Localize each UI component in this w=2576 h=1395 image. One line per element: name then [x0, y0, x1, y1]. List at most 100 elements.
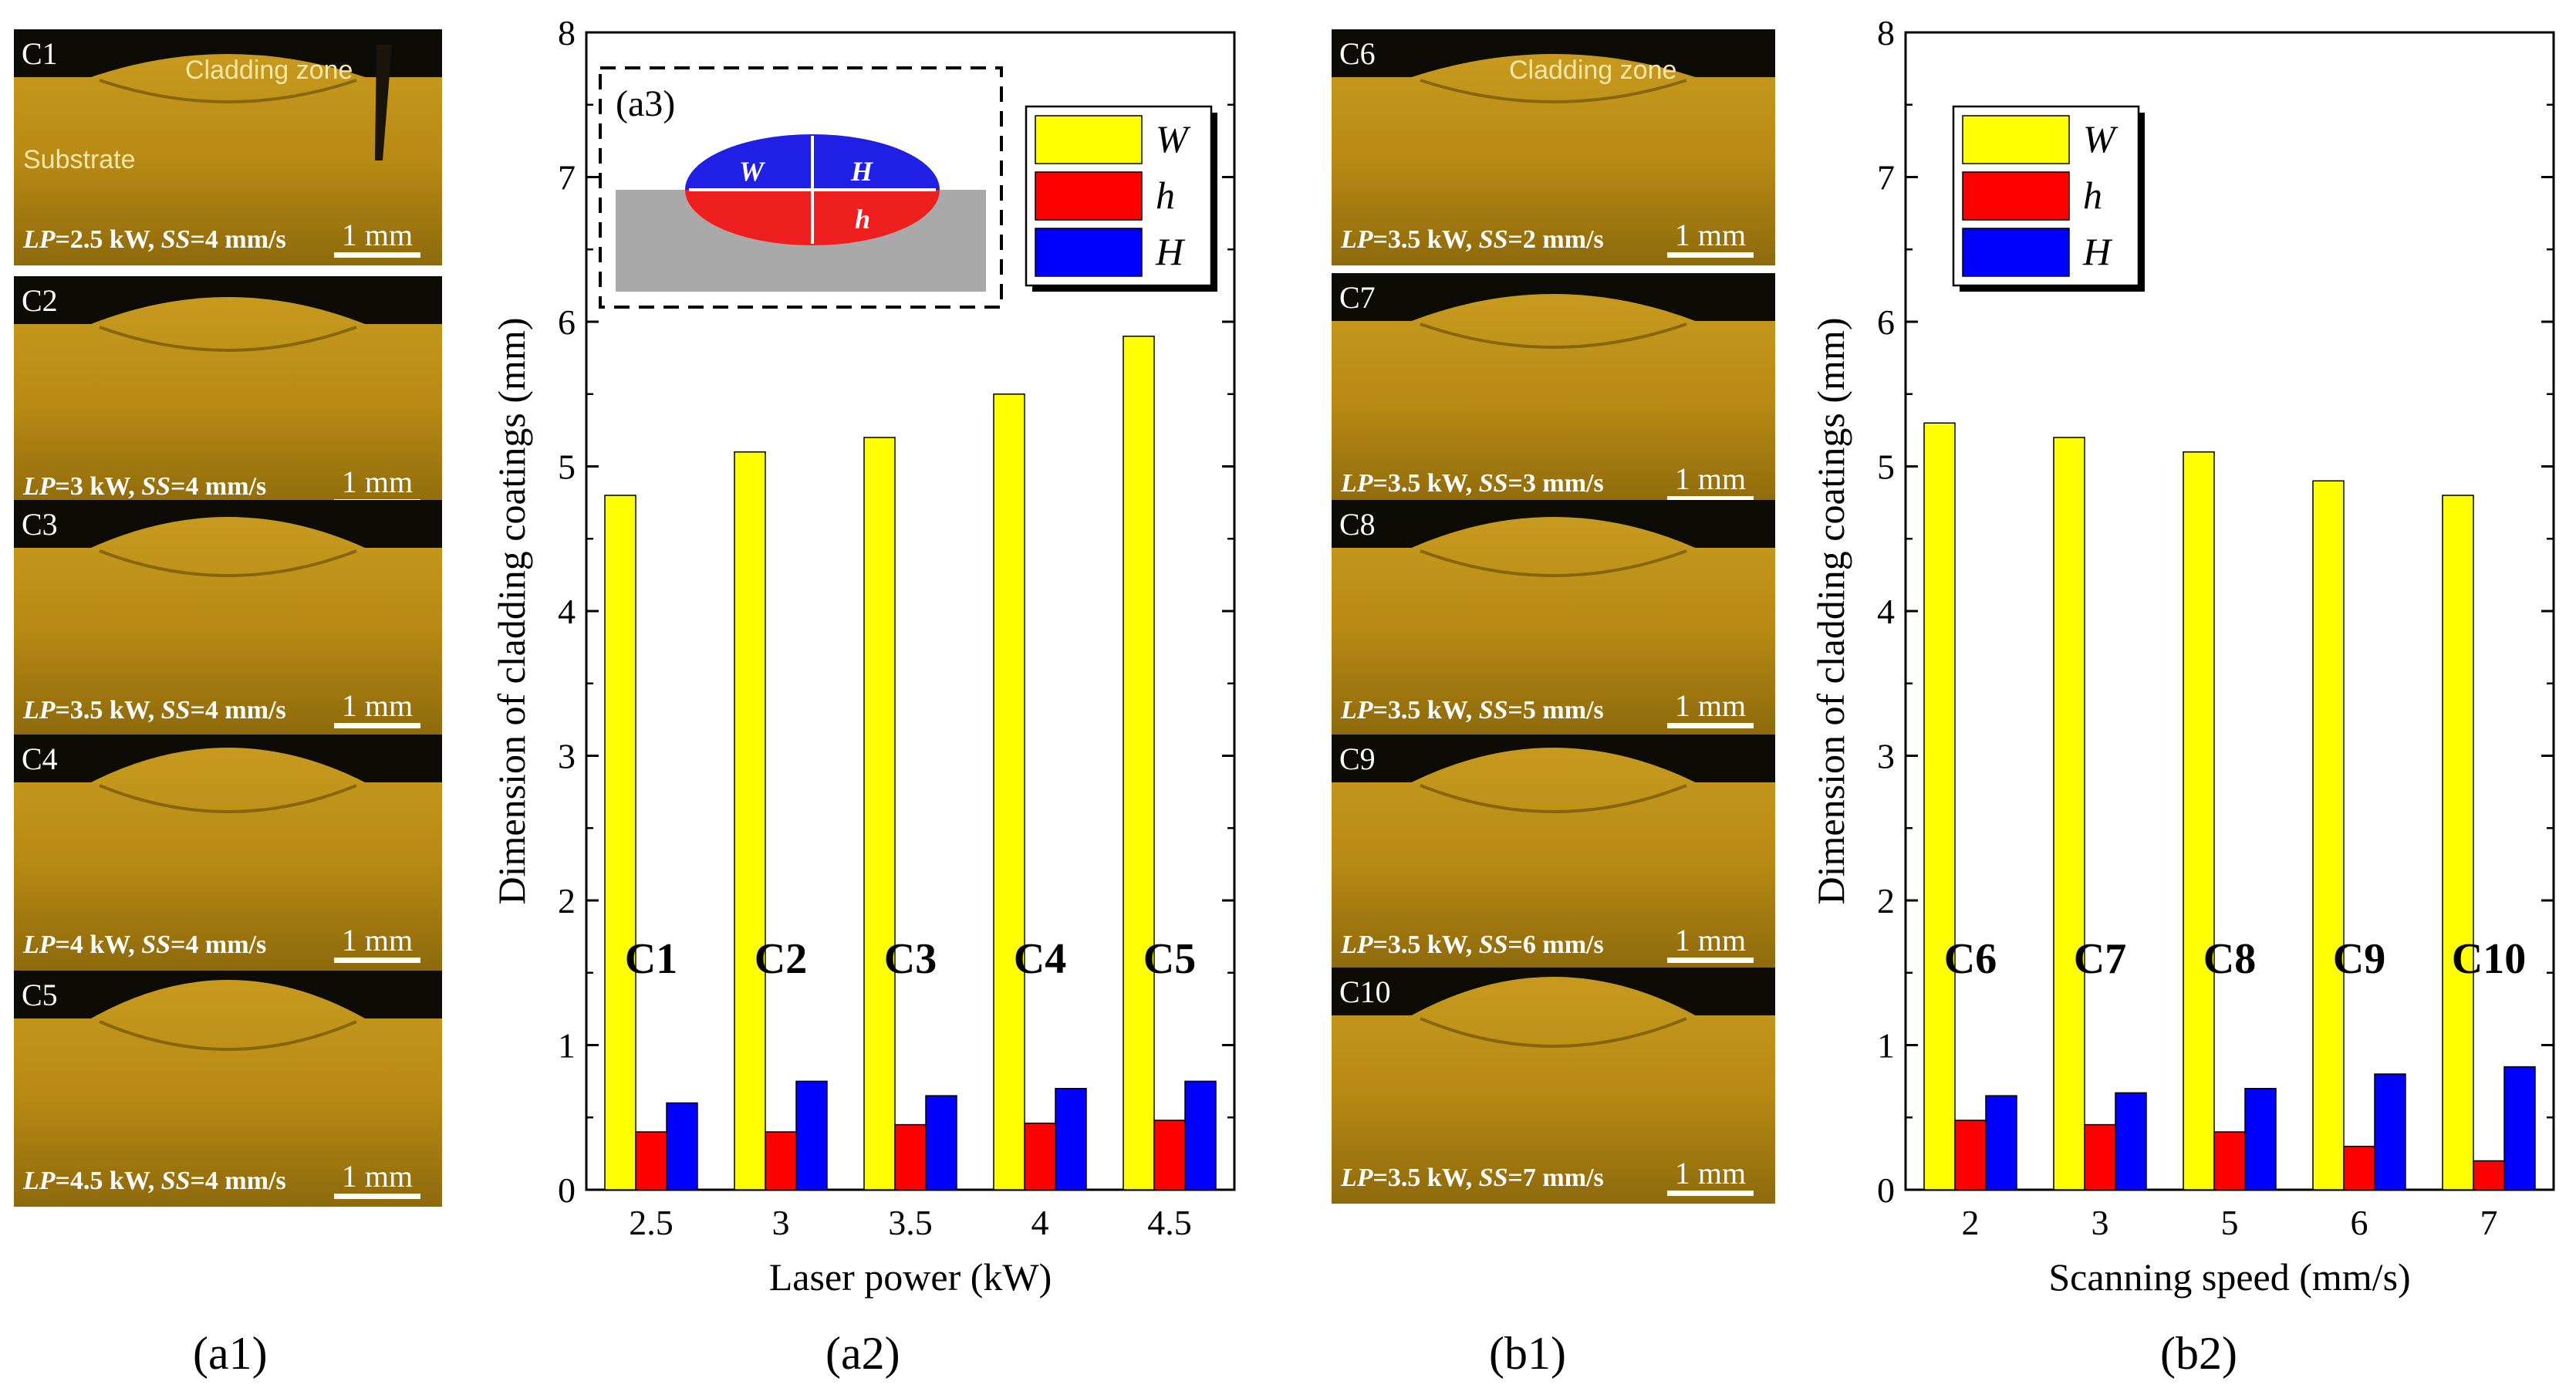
y-tick-label: 1	[558, 1026, 576, 1066]
scale-bar: 1 mm	[334, 467, 420, 505]
bar-W-c7	[2053, 437, 2085, 1191]
y-tick-label: 0	[558, 1170, 576, 1210]
bar-H-c8	[2244, 1088, 2277, 1191]
sample-id-label: C2	[22, 283, 58, 318]
legend-entry-H: H	[2082, 230, 2113, 273]
bar-H-c7	[2115, 1092, 2147, 1191]
caption-a2: (a2)	[825, 1328, 900, 1379]
sample-id-label: C4	[22, 741, 58, 776]
y-tick-label: 3	[558, 737, 576, 776]
group-label: C9	[2333, 935, 2385, 983]
cross-section-image	[14, 500, 442, 736]
x-tick-label: 4	[1031, 1203, 1049, 1242]
caption-b2: (b2)	[2160, 1328, 2237, 1379]
scale-bar: 1 mm	[1667, 925, 1754, 963]
sample-id-label: C10	[1339, 974, 1391, 1009]
scanning-speed-value: 2 mm/s	[1522, 225, 1604, 254]
x-tick-label: 7	[2480, 1203, 2498, 1242]
scale-bar-label: 1 mm	[1674, 218, 1747, 252]
scanning-speed-value: 6 mm/s	[1522, 931, 1604, 959]
scanning-speed-value: 5 mm/s	[1522, 696, 1604, 725]
group-label: C8	[2203, 935, 2256, 983]
group-label: C7	[2074, 935, 2126, 983]
cross-section-image	[1332, 273, 1775, 509]
scale-bar-label: 1 mm	[1674, 688, 1747, 723]
y-tick-label: 8	[1877, 15, 1895, 52]
sample-id-label: C1	[22, 36, 58, 71]
bar-W-c4	[993, 394, 1025, 1191]
bar-h-c4	[1024, 1123, 1056, 1191]
group-label: C1	[625, 935, 677, 983]
bar-H-c4	[1055, 1088, 1087, 1191]
scale-bar: 1 mm	[334, 691, 420, 728]
y-axis-label: Dimension of cladding coatings (mm)	[1809, 318, 1852, 905]
y-tick-label: 2	[558, 881, 576, 920]
laser-power-value: 3.5 kW	[69, 696, 148, 725]
process-condition: LP=3.5 kW, SS=4 mm/s	[23, 696, 286, 725]
bar-W-c5	[1123, 336, 1155, 1191]
scale-bar: 1 mm	[1667, 464, 1754, 502]
x-tick-label: 3.5	[888, 1203, 933, 1242]
inset-H-label: H	[850, 156, 873, 187]
bar-H-c5	[1184, 1080, 1217, 1191]
x-tick-label: 2.5	[629, 1203, 674, 1242]
laser-power-value: 3.5 kW	[1387, 469, 1466, 498]
micrograph-c10: C10 1 mm LP=3.5 kW, SS=7 mm/s	[1332, 968, 1775, 1204]
bar-H-c10	[2503, 1066, 2536, 1191]
micrograph-c2: C2 1 mm LP=3 kW, SS=4 mm/s	[14, 276, 442, 512]
chart-scanning-speed: 0 1 2 3 4 5 6 7 8 Dimension of cladding coatings …	[1809, 15, 2555, 1299]
process-condition: LP=2.5 kW, SS=4 mm/s	[23, 225, 286, 254]
cross-section-image	[14, 735, 442, 971]
laser-power-value: 3.5 kW	[1387, 696, 1466, 725]
scale-bar-line	[334, 723, 420, 728]
cross-section-image	[14, 276, 442, 512]
bar-W-c6	[1923, 422, 1956, 1191]
micrograph-c1: C1 Cladding zone Substrate 1 mm LP=2.5 kW, S…	[14, 29, 442, 265]
scale-bar-line	[1667, 958, 1754, 963]
scale-bar-label: 1 mm	[1674, 923, 1747, 958]
x-tick-label: 5	[2221, 1203, 2239, 1242]
scale-bar-line	[1667, 723, 1754, 728]
y-tick-label: 8	[558, 15, 576, 52]
inset-h-label: h	[855, 204, 870, 235]
process-condition: LP=3.5 kW, SS=3 mm/s	[1341, 469, 1604, 498]
x-tick-label: 3	[2092, 1203, 2109, 1242]
cross-section-image	[1332, 500, 1775, 736]
y-tick-label: 6	[1877, 302, 1895, 342]
scanning-speed-value: 4 mm/s	[204, 1167, 286, 1195]
legend-swatch-h	[1962, 171, 2070, 221]
micrograph-c9: C9 1 mm LP=3.5 kW, SS=6 mm/s	[1332, 735, 1775, 971]
bar-H-c2	[795, 1080, 828, 1191]
bar-h-c6	[1954, 1120, 1987, 1191]
group-label: C3	[884, 935, 937, 983]
sample-id-label: C3	[22, 507, 58, 542]
micrograph-c8: C8 1 mm LP=3.5 kW, SS=5 mm/s	[1332, 500, 1775, 736]
chart-laser-power: 0 1 2 3 4 5 6 7 8 Dimension of cladding coatings …	[490, 15, 1236, 1299]
bar-H-c3	[925, 1095, 957, 1191]
bar-W-c8	[2183, 451, 2215, 1191]
scale-bar: 1 mm	[1667, 220, 1754, 258]
process-condition: LP=3.5 kW, SS=7 mm/s	[1341, 1164, 1604, 1192]
bar-h-c9	[2343, 1146, 2375, 1191]
cross-section-image	[14, 29, 442, 265]
inset-W-label: W	[739, 156, 766, 187]
sample-id-label: C5	[22, 978, 58, 1012]
laser-power-value: 2.5 kW	[69, 225, 148, 254]
bar-h-c5	[1153, 1120, 1186, 1191]
scale-bar-label: 1 mm	[1674, 461, 1747, 496]
micrograph-c3: C3 1 mm LP=3.5 kW, SS=4 mm/s	[14, 500, 442, 736]
scale-bar-line	[1667, 1191, 1754, 1196]
cross-section-image	[1332, 735, 1775, 971]
scale-bar-line	[1667, 252, 1754, 258]
scale-bar-label: 1 mm	[1674, 1156, 1747, 1191]
legend-entry-W: W	[1156, 117, 1191, 160]
legend-entry-W: W	[2083, 117, 2119, 160]
y-tick-label: 4	[1877, 592, 1895, 631]
x-tick-label: 4.5	[1147, 1203, 1192, 1242]
cross-section-image	[14, 971, 442, 1207]
x-axis-label: Laser power (kW)	[769, 1255, 1052, 1299]
legend: WhH	[1025, 105, 1217, 292]
y-tick-label: 5	[1877, 448, 1895, 487]
laser-power-value: 3.5 kW	[1387, 1164, 1466, 1192]
scale-bar: 1 mm	[334, 220, 420, 258]
